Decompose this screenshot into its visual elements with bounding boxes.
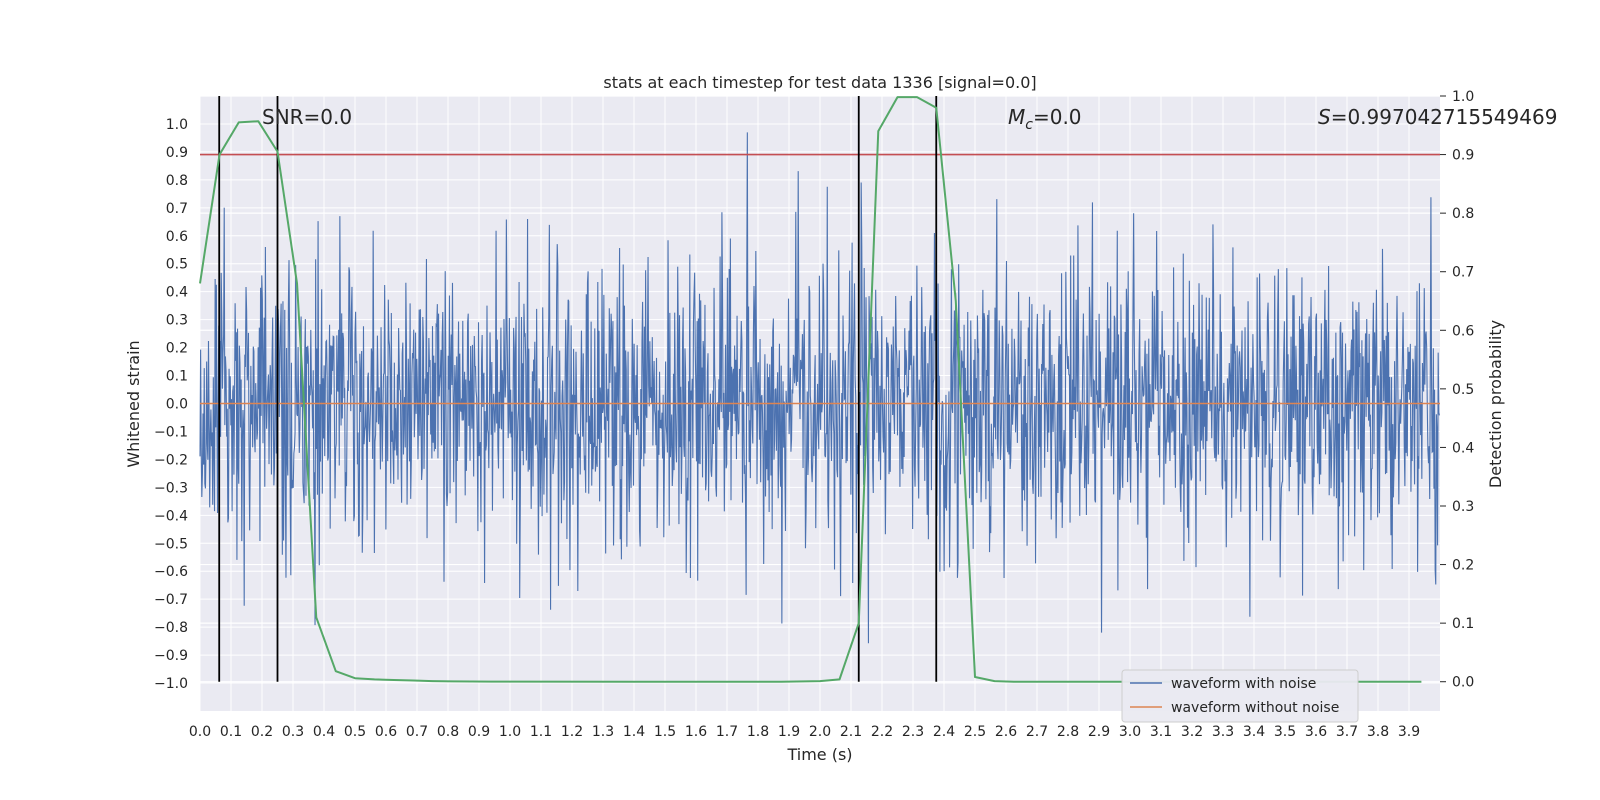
legend-label-noise: waveform with noise <box>1171 676 1316 692</box>
x-tick-label: 2.1 <box>840 724 862 740</box>
x-tick-label: 2.3 <box>902 724 924 740</box>
y-tick-label: 1.0 <box>166 117 188 133</box>
y2-tick-label: 0.5 <box>1452 382 1474 398</box>
y2-tick-label: 0.9 <box>1452 148 1474 164</box>
y-tick-label: 0.5 <box>166 257 188 273</box>
x-tick-label: 3.7 <box>1336 724 1358 740</box>
y2-tick-label: 0.6 <box>1452 323 1474 339</box>
x-tick-label: 0.5 <box>344 724 366 740</box>
mc-subscript: c <box>1025 117 1033 133</box>
x-tick-label: 3.0 <box>1119 724 1141 740</box>
y2-axis-ticks: 1.0 0.9 0.8 0.7 0.6 0.5 0.4 0.3 0.2 0.1 0.0 <box>1440 89 1474 691</box>
x-tick-label: 2.6 <box>995 724 1017 740</box>
y-tick-label: 0.1 <box>166 369 188 385</box>
s-value: =0.997042715549469 <box>1331 105 1558 129</box>
y-tick-label: 0.7 <box>166 201 188 217</box>
x-tick-label: 3.9 <box>1398 724 1420 740</box>
x-tick-label: 0.4 <box>313 724 335 740</box>
x-tick-label: 1.3 <box>592 724 614 740</box>
noise-trace <box>199 132 1440 644</box>
x-tick-label: 0.0 <box>189 724 211 740</box>
x-tick-label: 2.4 <box>933 724 955 740</box>
x-axis-ticks: 0.0 0.1 0.2 0.3 0.4 0.5 0.6 0.7 0.8 0.9 1.0 1.1 1.2 1… <box>189 724 1420 740</box>
y-tick-label: −0.7 <box>154 592 188 608</box>
x-tick-label: 0.3 <box>282 724 304 740</box>
y-tick-label: 0.6 <box>166 229 188 245</box>
x-tick-label: 1.4 <box>623 724 645 740</box>
x-tick-label: 3.6 <box>1305 724 1327 740</box>
x-tick-label: 1.2 <box>561 724 583 740</box>
y-tick-label: −0.5 <box>154 536 188 552</box>
x-tick-label: 2.2 <box>871 724 893 740</box>
x-tick-label: 0.8 <box>437 724 459 740</box>
y-tick-label: −0.2 <box>154 452 188 468</box>
x-tick-label: 0.1 <box>220 724 242 740</box>
mc-value: =0.0 <box>1033 105 1082 129</box>
y2-tick-label: 1.0 <box>1452 89 1474 105</box>
legend: waveform with noise waveform without noi… <box>1121 669 1359 723</box>
y-tick-label: 0.9 <box>166 145 188 161</box>
detection-probability-line <box>199 96 1422 683</box>
legend-label-clean: waveform without noise <box>1171 700 1339 716</box>
x-tick-label: 2.8 <box>1057 724 1079 740</box>
y-tick-label: 0.0 <box>166 397 188 413</box>
y-tick-label: 0.3 <box>166 313 188 329</box>
x-tick-label: 2.5 <box>964 724 986 740</box>
waveform-with-noise <box>199 132 1440 644</box>
x-tick-label: 0.9 <box>468 724 490 740</box>
x-tick-label: 3.2 <box>1181 724 1203 740</box>
y2-tick-label: 0.4 <box>1452 440 1474 456</box>
y2-tick-label: 0.2 <box>1452 558 1474 574</box>
y2-tick-label: 0.1 <box>1452 616 1474 632</box>
x-tick-label: 2.9 <box>1088 724 1110 740</box>
x-tick-label: 3.8 <box>1367 724 1389 740</box>
x-tick-label: 1.8 <box>747 724 769 740</box>
y-tick-label: −1.0 <box>154 676 188 692</box>
y-tick-label: 0.8 <box>166 173 188 189</box>
y-tick-label: −0.4 <box>154 508 188 524</box>
x-tick-label: 2.0 <box>809 724 831 740</box>
x-axis-label: Time (s) <box>786 745 852 764</box>
x-tick-label: 1.5 <box>654 724 676 740</box>
mc-symbol: M <box>1008 105 1025 129</box>
x-tick-label: 1.7 <box>716 724 738 740</box>
x-tick-label: 3.4 <box>1243 724 1265 740</box>
y-tick-label: −0.9 <box>154 648 188 664</box>
y2-tick-label: 0.3 <box>1452 499 1474 515</box>
y-tick-label: 0.4 <box>166 285 188 301</box>
marker-lines <box>218 96 938 682</box>
legend-box <box>1121 669 1359 723</box>
x-tick-label: 0.2 <box>251 724 273 740</box>
x-tick-label: 1.0 <box>499 724 521 740</box>
x-tick-label: 1.6 <box>685 724 707 740</box>
y-tick-label: −0.6 <box>154 564 188 580</box>
y-tick-label: −0.1 <box>154 424 188 440</box>
y-axis-ticks: 1.0 0.9 0.8 0.7 0.6 0.5 0.4 0.3 0.2 0.1 0.0 −0.1 −0.… <box>154 117 188 692</box>
x-tick-label: 0.7 <box>406 724 428 740</box>
x-tick-label: 2.7 <box>1026 724 1048 740</box>
y-tick-label: −0.8 <box>154 620 188 636</box>
x-tick-label: 1.1 <box>530 724 552 740</box>
x-tick-label: 3.1 <box>1150 724 1172 740</box>
s-symbol: S <box>1318 105 1331 129</box>
y2-tick-label: 0.0 <box>1452 675 1474 691</box>
mc-annotation: Mc=0.0 <box>1008 105 1082 133</box>
y-tick-label: −0.3 <box>154 480 188 496</box>
y2-tick-label: 0.8 <box>1452 206 1474 222</box>
y-tick-label: 0.2 <box>166 341 188 357</box>
y2-tick-label: 0.7 <box>1452 265 1474 281</box>
x-tick-label: 1.9 <box>778 724 800 740</box>
y2-axis-label: Detection probability <box>1486 320 1505 488</box>
x-tick-label: 3.5 <box>1274 724 1296 740</box>
x-tick-label: 0.6 <box>375 724 397 740</box>
y-axis-label: Whitened strain <box>124 340 143 467</box>
snr-annotation: SNR=0.0 <box>262 105 352 129</box>
x-tick-label: 3.3 <box>1212 724 1234 740</box>
chart-title: stats at each timestep for test data 133… <box>603 73 1036 92</box>
s-annotation: S=0.997042715549469 <box>1318 105 1557 129</box>
